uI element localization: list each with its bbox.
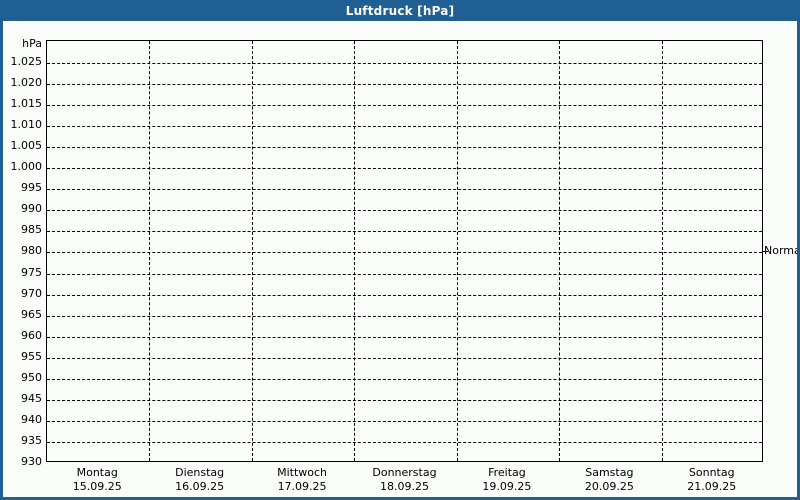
y-tick-label: 1.005 <box>10 139 43 153</box>
gridline-vertical <box>457 41 458 461</box>
gridline-horizontal <box>47 441 762 443</box>
y-tick-label: 990 <box>21 202 42 216</box>
y-tick-label: 975 <box>21 265 42 279</box>
normal-reference-label: Normal <box>764 244 800 257</box>
y-tick-label: 940 <box>21 412 42 426</box>
x-tick-date: 15.09.25 <box>72 480 122 493</box>
x-tick-dayname: Samstag <box>585 466 634 479</box>
y-tick-label: 985 <box>21 223 42 237</box>
x-tick-date: 20.09.25 <box>584 480 634 493</box>
normal-reference-tick <box>763 251 768 252</box>
x-tick-dayname: Freitag <box>488 466 526 479</box>
gridline-vertical <box>662 41 663 461</box>
y-tick-label: 935 <box>21 433 42 447</box>
x-tick-date: 16.09.25 <box>175 480 225 493</box>
gridline-horizontal <box>47 210 762 212</box>
y-tick-label: 945 <box>21 391 42 405</box>
x-tick-label: Samstag 20.09.25 <box>507 466 712 494</box>
gridline-horizontal <box>47 378 762 380</box>
gridline-horizontal <box>47 336 762 338</box>
window-title: Luftdruck [hPa] <box>345 3 455 18</box>
gridline-horizontal <box>47 126 762 128</box>
x-tick-dayname: Montag <box>76 466 118 479</box>
window-titlebar: Luftdruck [hPa] <box>3 0 797 21</box>
y-tick-label: 1.015 <box>10 97 43 111</box>
x-tick-dayname: Dienstag <box>175 466 225 479</box>
y-tick-label: 965 <box>21 307 42 321</box>
gridline-horizontal <box>47 63 762 64</box>
y-tick-label: 1.025 <box>10 55 43 68</box>
x-tick-label: Montag 15.09.25 <box>3 466 200 494</box>
gridline-vertical <box>559 41 560 461</box>
x-tick-label: Mittwoch 17.09.25 <box>200 466 405 494</box>
gridline-horizontal <box>47 231 762 233</box>
gridline-vertical <box>252 41 253 461</box>
y-tick-label: 970 <box>21 286 42 300</box>
x-tick-label: Sonntag 21.09.25 <box>609 466 797 494</box>
gridline-horizontal <box>47 168 762 170</box>
y-axis-title: hPa <box>22 37 42 50</box>
y-tick-label: 1.010 <box>10 118 43 132</box>
plot-area <box>46 40 763 462</box>
y-tick-label: 950 <box>21 370 42 384</box>
gridline-horizontal <box>47 84 762 86</box>
x-tick-date: 19.09.25 <box>482 480 532 493</box>
x-tick-dayname: Mittwoch <box>277 466 328 479</box>
x-tick-dayname: Donnerstag <box>372 466 437 479</box>
gridline-horizontal <box>47 105 762 107</box>
x-tick-date: 18.09.25 <box>379 480 429 493</box>
y-tick-label: 980 <box>21 244 42 258</box>
gridline-horizontal <box>47 294 762 296</box>
y-tick-label: 955 <box>21 349 42 363</box>
y-tick-label: 960 <box>21 328 42 342</box>
y-tick-label: 1.020 <box>10 76 43 90</box>
gridline-vertical <box>149 41 150 461</box>
x-tick-label: Freitag 19.09.25 <box>405 466 610 494</box>
gridline-horizontal <box>47 357 762 359</box>
gridline-horizontal <box>47 420 762 422</box>
y-tick-label: 930 <box>21 455 42 468</box>
gridline-horizontal <box>47 147 762 149</box>
x-tick-label: Dienstag 16.09.25 <box>97 466 302 494</box>
gridline-horizontal <box>47 273 762 275</box>
gridline-horizontal <box>47 189 762 191</box>
x-tick-label: Donnerstag 18.09.25 <box>302 466 507 494</box>
x-tick-dayname: Sonntag <box>688 466 735 479</box>
y-tick-label: 1.000 <box>10 160 43 174</box>
gridline-vertical <box>354 41 355 461</box>
x-tick-date: 17.09.25 <box>277 480 327 493</box>
x-tick-date: 21.09.25 <box>687 480 737 493</box>
gridline-horizontal <box>47 399 762 401</box>
gridline-horizontal <box>47 315 762 317</box>
gridline-horizontal <box>47 252 762 254</box>
y-tick-label: 995 <box>21 181 42 195</box>
